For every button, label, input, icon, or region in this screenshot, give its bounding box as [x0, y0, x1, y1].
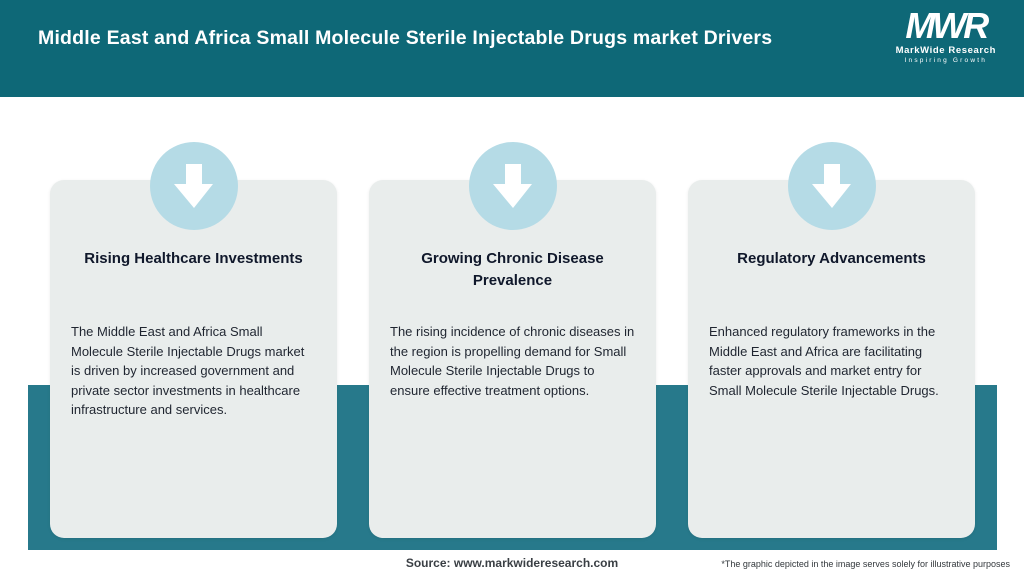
- source-text: Source: www.markwideresearch.com: [405, 556, 619, 570]
- card-title: Growing Chronic Disease Prevalence: [421, 250, 604, 289]
- markwide-logo: MWR MarkWide Research Inspiring Growth: [896, 8, 996, 65]
- driver-card-growing-chronic-disease-prevalence: Growing Chronic Disease Prevalence The r…: [347, 142, 678, 550]
- arrow-badge: [468, 142, 557, 230]
- card-panel: Rising Healthcare Investments The Middle…: [50, 142, 337, 538]
- arrow-down-icon: [811, 162, 853, 210]
- page-title: Middle East and Africa Small Molecule St…: [38, 27, 773, 49]
- driver-card-regulatory-advancements: Regulatory Advancements Enhanced regulat…: [666, 142, 997, 550]
- card-body-text: The rising incidence of chronic diseases…: [390, 324, 635, 398]
- card-panel: Regulatory Advancements Enhanced regulat…: [688, 142, 975, 538]
- card-panel: Growing Chronic Disease Prevalence The r…: [369, 142, 656, 538]
- card-title: Rising Healthcare Investments: [84, 250, 303, 267]
- card-title: Regulatory Advancements: [737, 250, 926, 267]
- arrow-badge: [149, 142, 238, 230]
- logo-tagline: Inspiring Growth: [904, 56, 988, 64]
- card-body-text: The Middle East and Africa Small Molecul…: [71, 324, 305, 417]
- header-band: Middle East and Africa Small Molecule St…: [0, 0, 1024, 97]
- logo-acronym: MWR: [905, 5, 989, 46]
- arrow-down-icon: [173, 162, 215, 210]
- logo-name: MarkWide Research: [895, 45, 996, 56]
- card-body-text: Enhanced regulatory frameworks in the Mi…: [709, 324, 939, 398]
- arrow-badge: [787, 142, 876, 230]
- driver-card-rising-healthcare-investments: Rising Healthcare Investments The Middle…: [28, 142, 359, 550]
- disclaimer-text: *The graphic depicted in the image serve…: [721, 559, 1010, 569]
- arrow-down-icon: [492, 162, 534, 210]
